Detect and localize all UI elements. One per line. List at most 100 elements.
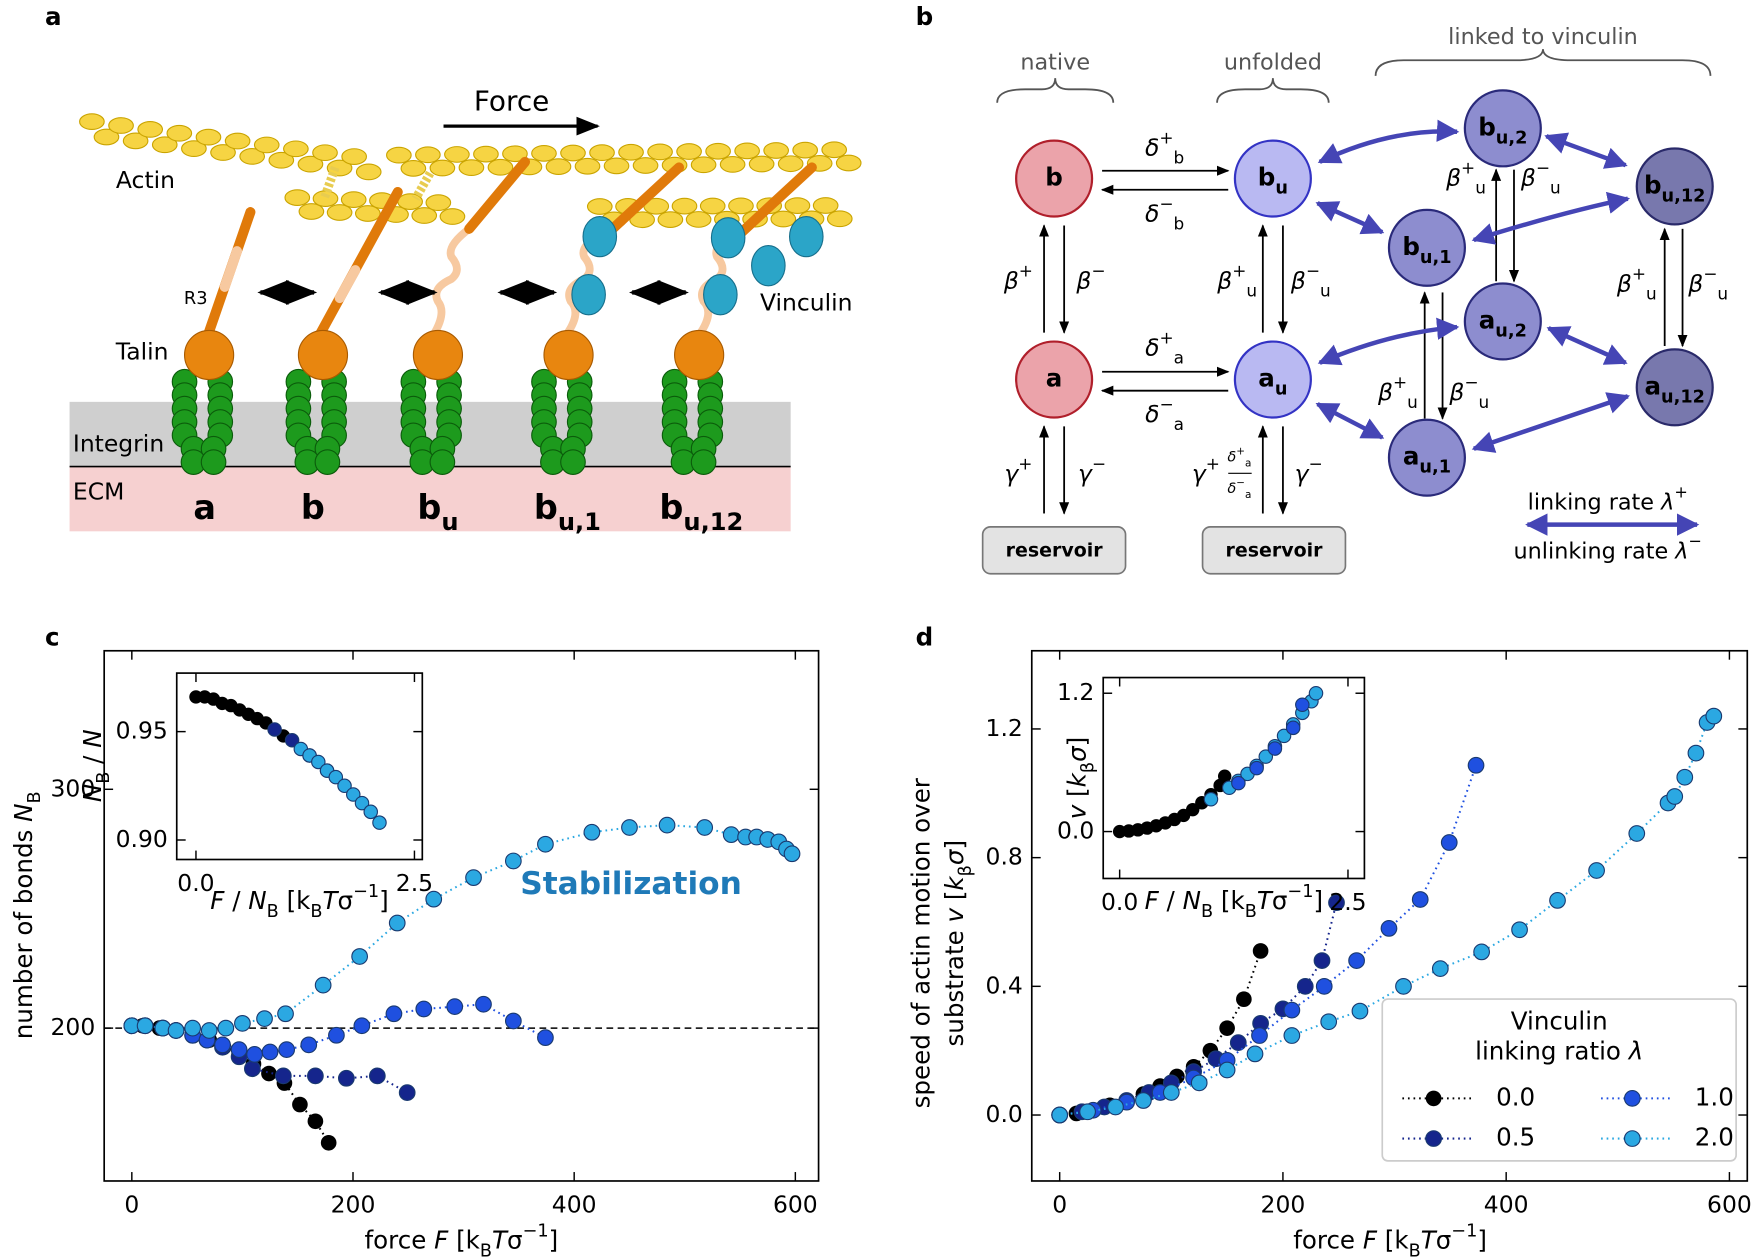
node-label: a (1046, 364, 1063, 393)
data-point (1628, 825, 1646, 842)
actin-monomer (835, 154, 862, 172)
actin-monomer (629, 211, 655, 229)
legend-label: 0.5 (1496, 1123, 1535, 1152)
data-point (320, 1134, 337, 1151)
data-point (261, 1065, 277, 1082)
x-axis-label: F / NB [kBTσ−1] (1145, 882, 1323, 922)
actin-monomer (603, 157, 630, 175)
panel-b-drawing: b bu bu,2 bu,1 bu,12 a au au,2 au,1 au,12 δ+b δ−b δ+… (1003, 89, 1728, 515)
legend-label: 2.0 (1695, 1123, 1734, 1152)
axes-frame (1030, 649, 1749, 1182)
data-point (1236, 991, 1252, 1008)
rate-label: δ+a (1145, 327, 1184, 367)
reservoir-label: reservoir (1006, 539, 1104, 561)
actin-monomer (298, 203, 325, 220)
state-node (1015, 340, 1094, 419)
actin-monomer (734, 142, 760, 160)
state-label: bu,1 (534, 488, 601, 537)
x-axis-label: F / NB [kBTσ−1] (210, 882, 388, 922)
data-point (537, 835, 554, 853)
data-point (368, 1067, 386, 1085)
x-tick-label: 400 (552, 1190, 597, 1218)
integrin-unit (314, 449, 341, 475)
brace (1216, 78, 1330, 103)
data-point (1135, 1092, 1152, 1109)
ecm-label: ECM (73, 477, 124, 505)
data-point (504, 1012, 522, 1030)
y-axis-label: NB / N (78, 729, 114, 802)
y-tick-label: 1.2 (1057, 678, 1094, 706)
data-point (184, 1019, 202, 1037)
data-point (1186, 802, 1200, 817)
actin-monomer (79, 113, 105, 131)
state-node (1015, 139, 1094, 218)
talin-head (674, 329, 725, 381)
node-label: bu,2 (1478, 112, 1527, 148)
data-point (328, 1026, 345, 1044)
y-tick-label: 0.8 (986, 842, 1023, 870)
data-point (337, 1069, 355, 1087)
legend-marker (1623, 1130, 1641, 1147)
actin-monomer (166, 124, 193, 142)
actin-monomer (425, 194, 452, 212)
actin-monomer (671, 197, 698, 215)
talin-rod (734, 162, 817, 240)
data-point (136, 1017, 154, 1035)
data-point (1276, 728, 1292, 744)
actin-monomer (137, 121, 164, 138)
data-point (1328, 894, 1345, 912)
data-point (246, 1046, 263, 1063)
linking-arrow (1546, 326, 1628, 365)
data-point (475, 995, 492, 1013)
data-point (337, 778, 352, 794)
integrin-unit (200, 449, 227, 475)
actin-monomer (355, 163, 382, 181)
state-label: a (193, 488, 216, 527)
x-axis-label: force F [kBTσ−1] (1293, 1221, 1487, 1258)
panel-label: a (45, 2, 62, 31)
actin-label: Actin (116, 165, 175, 193)
group-label: linked to vinculin (1448, 23, 1638, 49)
data-point (1249, 760, 1264, 776)
integrin-unit (560, 449, 586, 475)
state-node (1635, 348, 1714, 427)
actin-monomer (284, 189, 311, 206)
rate-label: β+u (1445, 158, 1486, 198)
legend-marker (1425, 1130, 1442, 1147)
rate-label: δ+a (1227, 446, 1251, 470)
vinculin (710, 217, 746, 259)
chart: 0.0 2.5 0.90 0.95 F / NB [kBTσ−1] NB / N (78, 672, 433, 922)
data-point (217, 1019, 235, 1037)
data-point (537, 1029, 554, 1047)
data-point (1676, 768, 1694, 786)
actin-monomer (676, 143, 702, 160)
actin-monomer (826, 210, 853, 228)
data-point (200, 1022, 218, 1039)
state-label: bu,12 (659, 488, 743, 537)
data-point (1411, 891, 1429, 908)
data-point (314, 976, 332, 994)
y-tick-label: 0.4 (986, 971, 1023, 999)
actin-monomer (253, 136, 280, 154)
data-point (1348, 952, 1365, 969)
actin-monomer (386, 146, 412, 164)
data-point (658, 816, 676, 834)
data-point (256, 1010, 273, 1027)
data-point (1190, 1074, 1208, 1092)
data-point (783, 845, 801, 863)
chart: 0.0 2.5 0.0 1.2 F / NB [kBTσ−1] v [kβσ] (1057, 676, 1367, 922)
state-node (1463, 89, 1542, 168)
y-axis-label: number of bonds NB (9, 791, 45, 1039)
state-node (1233, 340, 1312, 419)
data-point (1231, 775, 1246, 791)
actin-monomer (705, 142, 731, 160)
actin-monomer (473, 145, 499, 163)
actin-monomer (812, 197, 839, 214)
data-point (346, 787, 361, 802)
rate-label: γ− (1078, 453, 1106, 487)
linking-arrow (1317, 119, 1460, 164)
state-label: bu (417, 488, 458, 537)
series-line (131, 1003, 546, 1056)
data-point (1217, 769, 1232, 783)
